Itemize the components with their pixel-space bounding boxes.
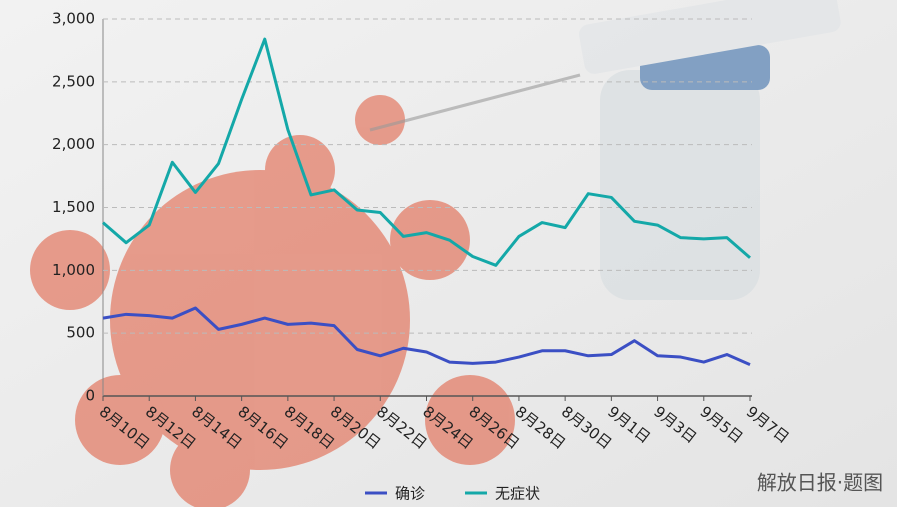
vaccine-illustration bbox=[369, 0, 841, 300]
y-tick-label: 1,500 bbox=[52, 198, 95, 216]
y-tick-label: 500 bbox=[66, 324, 95, 342]
legend-label: 无症状 bbox=[495, 485, 540, 503]
y-tick-label: 2,500 bbox=[52, 72, 95, 90]
y-tick-label: 2,000 bbox=[52, 135, 95, 153]
y-tick-label: 1,000 bbox=[52, 261, 95, 279]
legend-label: 确诊 bbox=[395, 485, 425, 503]
series-line bbox=[102, 37, 751, 267]
watermark: 解放日报·题图 bbox=[757, 471, 883, 495]
series-line bbox=[102, 306, 751, 366]
y-tick-label: 3,000 bbox=[52, 10, 95, 28]
y-tick-label: 0 bbox=[85, 387, 95, 405]
